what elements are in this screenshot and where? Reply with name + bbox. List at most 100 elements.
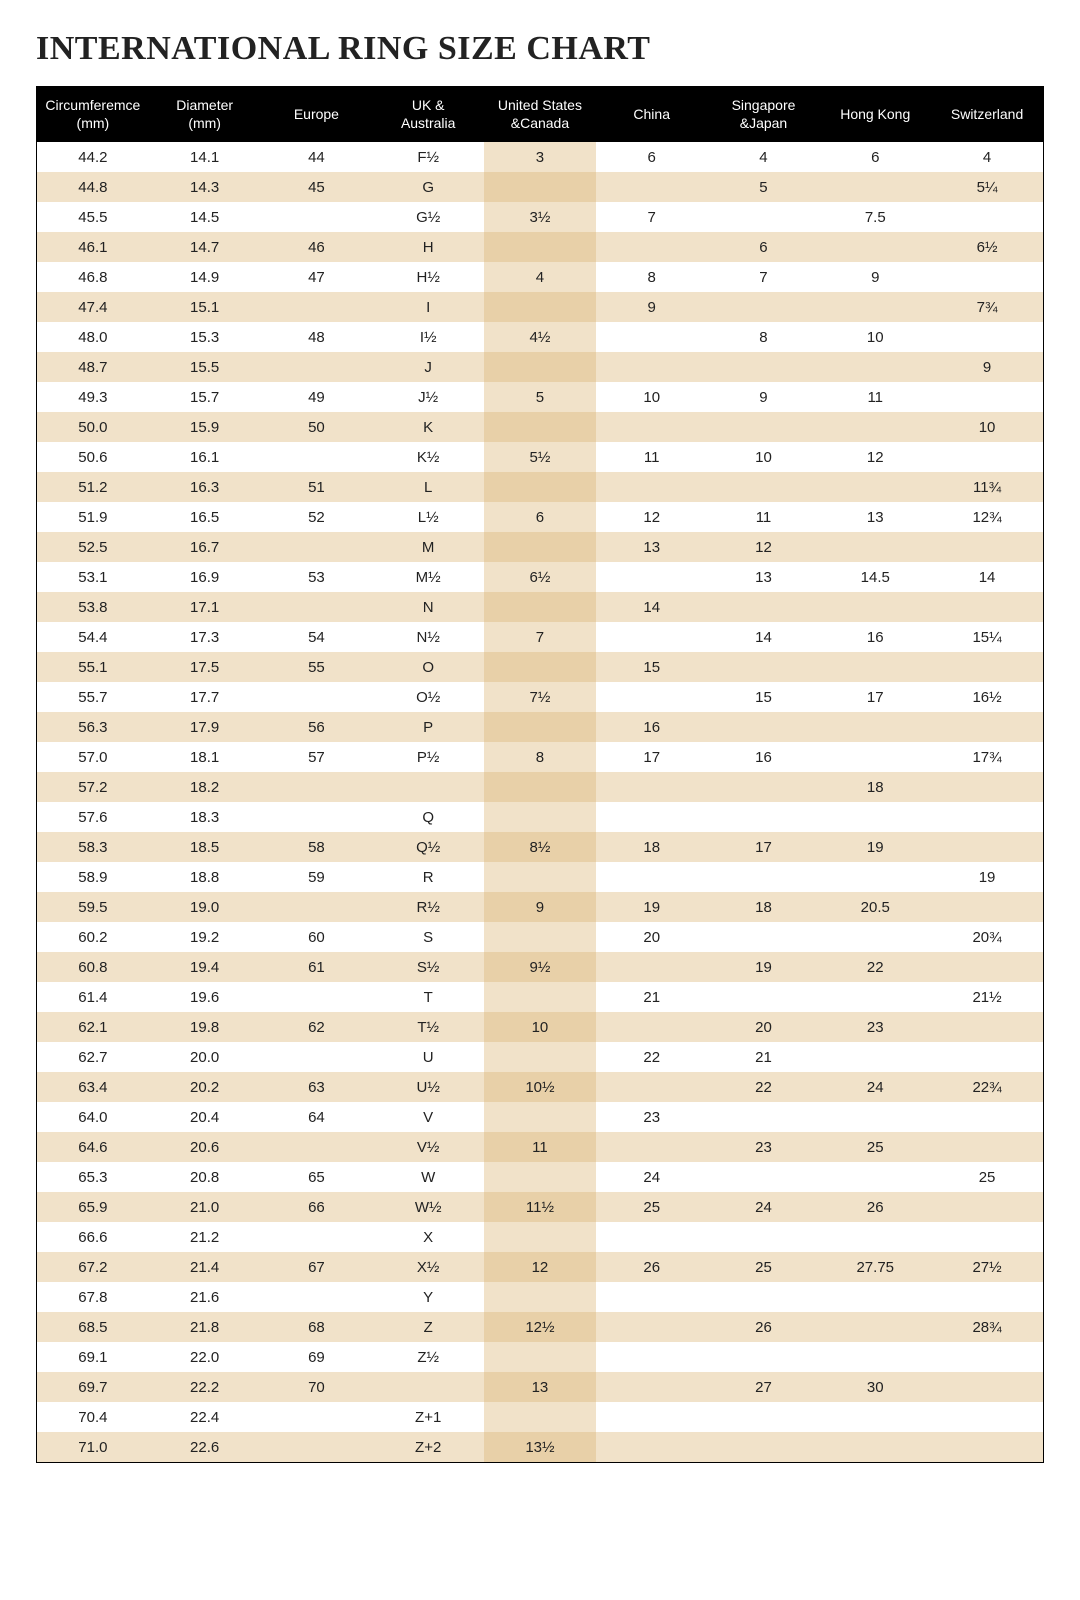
table-cell xyxy=(708,1402,820,1432)
table-cell xyxy=(931,952,1043,982)
table-cell: P xyxy=(372,712,484,742)
table-row: 65.320.865W2425 xyxy=(37,1162,1043,1192)
table-cell: 50 xyxy=(261,412,373,442)
table-cell xyxy=(931,532,1043,562)
table-row: 53.116.953M½6½1314.514 xyxy=(37,562,1043,592)
table-cell: 16.9 xyxy=(149,562,261,592)
table-cell xyxy=(708,202,820,232)
table-cell xyxy=(708,1342,820,1372)
table-cell: 53.1 xyxy=(37,562,149,592)
table-cell: 22.0 xyxy=(149,1342,261,1372)
table-row: 56.317.956P16 xyxy=(37,712,1043,742)
table-cell: Z+1 xyxy=(372,1402,484,1432)
table-cell xyxy=(931,1402,1043,1432)
table-cell xyxy=(484,652,596,682)
table-cell xyxy=(372,772,484,802)
table-cell xyxy=(484,772,596,802)
table-row: 61.419.6T2121½ xyxy=(37,982,1043,1012)
table-cell xyxy=(484,1222,596,1252)
table-cell xyxy=(484,1402,596,1432)
table-cell: 19.4 xyxy=(149,952,261,982)
column-header: Diameter(mm) xyxy=(149,87,261,142)
table-row: 47.415.1I97¾ xyxy=(37,292,1043,322)
table-cell: 10½ xyxy=(484,1072,596,1102)
table-cell xyxy=(261,772,373,802)
table-cell xyxy=(708,712,820,742)
table-cell xyxy=(931,262,1043,292)
table-cell: 60.2 xyxy=(37,922,149,952)
table-cell xyxy=(708,982,820,1012)
table-cell xyxy=(484,172,596,202)
table-cell: K xyxy=(372,412,484,442)
table-cell xyxy=(819,1312,931,1342)
table-cell: 21½ xyxy=(931,982,1043,1012)
table-cell: 19 xyxy=(596,892,708,922)
table-cell: 21.8 xyxy=(149,1312,261,1342)
table-cell xyxy=(708,472,820,502)
table-cell: 69.1 xyxy=(37,1342,149,1372)
table-cell: R½ xyxy=(372,892,484,922)
ring-size-table: Circumferemce(mm)Diameter(mm)EuropeUK &A… xyxy=(37,87,1043,1462)
table-cell: 21.6 xyxy=(149,1282,261,1312)
table-cell: 8 xyxy=(484,742,596,772)
table-cell: 11 xyxy=(819,382,931,412)
table-cell: 22 xyxy=(819,952,931,982)
table-cell xyxy=(261,1042,373,1072)
table-cell xyxy=(596,1072,708,1102)
table-cell: 60 xyxy=(261,922,373,952)
table-cell xyxy=(261,442,373,472)
table-cell: 26 xyxy=(596,1252,708,1282)
table-cell xyxy=(484,922,596,952)
table-cell: 45.5 xyxy=(37,202,149,232)
table-cell xyxy=(708,922,820,952)
table-cell: 28¾ xyxy=(931,1312,1043,1342)
table-cell: 22¾ xyxy=(931,1072,1043,1102)
table-cell: 9 xyxy=(596,292,708,322)
table-cell: 22 xyxy=(708,1072,820,1102)
table-cell: 6½ xyxy=(484,562,596,592)
table-cell: 67.8 xyxy=(37,1282,149,1312)
table-cell xyxy=(931,592,1043,622)
table-cell xyxy=(261,892,373,922)
table-cell: 4 xyxy=(708,142,820,172)
table-cell xyxy=(708,1432,820,1462)
table-cell xyxy=(596,472,708,502)
table-cell xyxy=(708,772,820,802)
table-cell xyxy=(261,802,373,832)
table-cell: 11¾ xyxy=(931,472,1043,502)
table-cell: 17.7 xyxy=(149,682,261,712)
table-cell xyxy=(261,1432,373,1462)
table-cell: 17 xyxy=(819,682,931,712)
table-cell: 10 xyxy=(931,412,1043,442)
table-cell: 7 xyxy=(484,622,596,652)
table-cell xyxy=(596,1372,708,1402)
table-cell: W½ xyxy=(372,1192,484,1222)
table-cell: 62 xyxy=(261,1012,373,1042)
table-cell xyxy=(819,532,931,562)
table-cell: J½ xyxy=(372,382,484,412)
table-cell: I½ xyxy=(372,322,484,352)
table-cell: 19 xyxy=(708,952,820,982)
table-cell: 19.6 xyxy=(149,982,261,1012)
table-cell: 69 xyxy=(261,1342,373,1372)
table-cell: 12¾ xyxy=(931,502,1043,532)
table-cell: 58.3 xyxy=(37,832,149,862)
table-cell: 25 xyxy=(931,1162,1043,1192)
table-cell: 6 xyxy=(708,232,820,262)
table-cell: 63.4 xyxy=(37,1072,149,1102)
table-cell xyxy=(596,862,708,892)
page-title: INTERNATIONAL RING SIZE CHART xyxy=(36,30,1044,68)
table-cell: 26 xyxy=(819,1192,931,1222)
table-body: 44.214.144F½3646444.814.345G55¼45.514.5G… xyxy=(37,142,1043,1462)
table-cell xyxy=(484,1282,596,1312)
table-cell xyxy=(596,1342,708,1372)
table-cell: 8 xyxy=(596,262,708,292)
table-cell: 53 xyxy=(261,562,373,592)
table-cell: 9 xyxy=(819,262,931,292)
table-cell: 19 xyxy=(819,832,931,862)
table-cell: 20.5 xyxy=(819,892,931,922)
table-cell xyxy=(596,682,708,712)
table-row: 44.814.345G55¼ xyxy=(37,172,1043,202)
column-header: UK &Australia xyxy=(372,87,484,142)
table-row: 58.918.859R19 xyxy=(37,862,1043,892)
